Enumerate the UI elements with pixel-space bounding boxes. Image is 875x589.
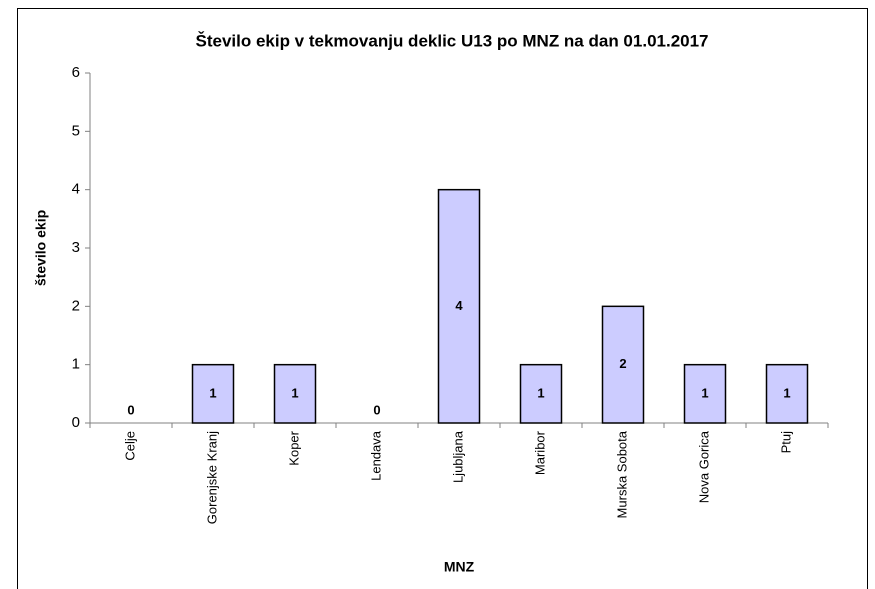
data-label: 1	[537, 385, 544, 400]
x-tick-label: Celje	[122, 431, 137, 461]
y-tick-label: 4	[72, 181, 80, 198]
y-axis-label: število ekip	[33, 210, 49, 286]
chart-title: Število ekip v tekmovanju deklic U13 po …	[195, 31, 708, 50]
data-label: 4	[455, 298, 463, 313]
y-tick-label: 3	[72, 239, 80, 256]
x-axis-label: MNZ	[444, 559, 475, 575]
x-tick-label: Ljubljana	[450, 430, 465, 483]
bar	[765, 363, 809, 424]
bar	[191, 363, 235, 424]
bar	[437, 188, 481, 424]
y-tick-label: 0	[72, 414, 80, 431]
data-label: 0	[373, 402, 380, 417]
bar	[683, 363, 727, 424]
data-label: 2	[619, 356, 626, 371]
data-label: 1	[783, 385, 790, 400]
x-tick-label: Gorenjske Kranj	[204, 431, 219, 524]
y-tick-label: 1	[72, 356, 80, 373]
x-tick-label: Koper	[286, 430, 301, 465]
x-tick-label: Murska Sobota	[614, 430, 629, 518]
data-label: 0	[127, 402, 134, 417]
data-label: 1	[291, 385, 298, 400]
bar	[273, 363, 317, 424]
bar	[601, 305, 645, 424]
x-tick-label: Maribor	[532, 430, 547, 475]
y-tick-label: 6	[72, 64, 80, 81]
y-tick-label: 2	[72, 297, 80, 314]
bar	[519, 363, 563, 424]
data-label: 1	[701, 385, 708, 400]
x-tick-label: Nova Gorica	[696, 430, 711, 503]
x-tick-label: Lendava	[368, 430, 383, 481]
y-tick-label: 5	[72, 122, 80, 139]
x-tick-label: Ptuj	[778, 431, 793, 454]
data-label: 1	[209, 385, 216, 400]
